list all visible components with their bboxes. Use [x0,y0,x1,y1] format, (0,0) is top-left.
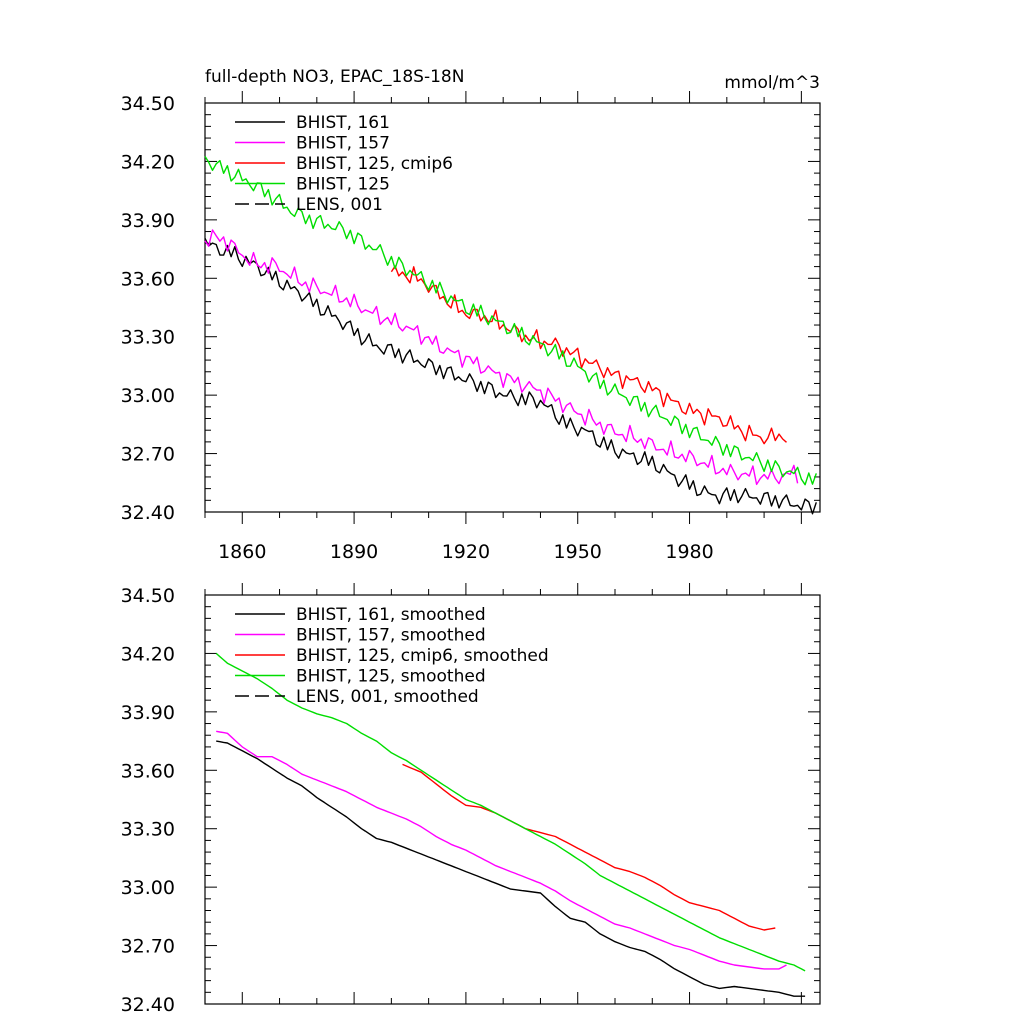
legend-label: BHIST, 157 [296,134,390,154]
x-tick-label: 1980 [665,541,713,563]
y-tick-label: 32.40 [121,994,175,1016]
series-line [204,237,817,515]
legend-label: BHIST, 161, smoothed [296,605,486,625]
legend-label: BHIST, 125, smoothed [296,667,486,687]
y-tick-label: 33.00 [121,385,175,407]
series-line [216,740,806,997]
x-tick-label: 1950 [554,541,602,563]
series-line [215,652,806,972]
y-tick-label: 33.60 [121,268,175,290]
y-tick-label: 33.00 [121,877,175,899]
units-label: mmol/m^3 [724,73,820,93]
legend-label: BHIST, 125 [296,175,390,195]
chart-title: full-depth NO3, EPAC_18S-18N [205,67,464,87]
y-tick-label: 34.20 [121,643,175,665]
raw-panel: 32.40 32.70 33.00 33.30 33.60 33.90 34.20 34.50… [121,91,821,563]
y-tick-label: 33.90 [121,210,175,232]
x-tick-label: 1860 [218,541,266,563]
y-tick-label: 32.40 [121,502,175,524]
legend-label: LENS, 001, smoothed [296,687,479,707]
y-tick-label: 33.30 [121,327,175,349]
series-line [216,730,787,970]
series-line [390,265,787,445]
series-line [402,763,776,931]
legend-label: BHIST, 125, cmip6 [296,154,453,174]
y-tick-label: 34.50 [121,93,175,115]
series-line [204,156,817,486]
legend-label: BHIST, 157, smoothed [296,626,486,646]
plot-frame [204,594,821,1005]
y-tick-label: 33.90 [121,702,175,724]
series-line [204,229,799,486]
plot-frame [204,102,821,513]
legend-label: BHIST, 161 [296,113,390,133]
legend-label: BHIST, 125, cmip6, smoothed [296,646,549,666]
x-tick-label: 1920 [442,541,490,563]
legend-label: LENS, 001 [296,195,383,215]
y-tick-label: 34.50 [121,585,175,607]
x-tick-label: 1890 [330,541,378,563]
y-tick-label: 32.70 [121,936,175,958]
y-tick-label: 34.20 [121,151,175,173]
y-tick-label: 33.60 [121,760,175,782]
y-tick-label: 33.30 [121,819,175,841]
smoothed-panel: 32.40 32.70 33.00 33.30 33.60 33.90 34.20 34.50… [121,583,821,1016]
y-tick-label: 32.70 [121,444,175,466]
